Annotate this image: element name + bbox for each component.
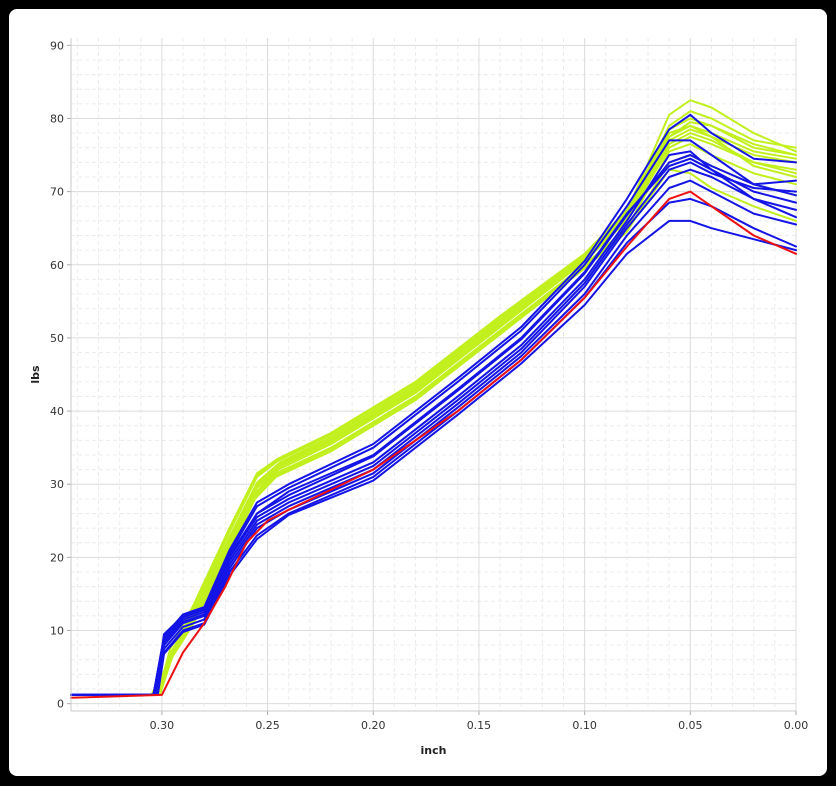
- y-axis: 0 10 20 30 40 50 60 70 80 90: [50, 38, 72, 711]
- series-line-group_a-5: [70, 99, 797, 696]
- y-tick-label: 50: [50, 332, 64, 345]
- y-tick-label: 90: [50, 39, 64, 52]
- series-line-group_b-20: [70, 161, 797, 696]
- x-tick-label: 0.30: [150, 719, 175, 732]
- y-tick-label: 30: [50, 478, 64, 491]
- series-line-group_a-7: [70, 128, 797, 696]
- x-tick-label: 0.20: [361, 719, 386, 732]
- series-line-group_b-19: [70, 113, 797, 696]
- x-axis: 0.30 0.25 0.20 0.15 0.10 0.05 0.00: [71, 710, 809, 732]
- series-line-group_a-10: [70, 168, 797, 696]
- series-line-highlight-22: [70, 190, 797, 699]
- y-tick-label: 60: [50, 259, 64, 272]
- x-tick-label: 0.25: [255, 719, 280, 732]
- y-tick-label: 10: [50, 625, 64, 638]
- y-axis-title: lbs: [29, 365, 42, 384]
- series-line-group_b-18: [70, 139, 797, 696]
- y-tick-label: 20: [50, 551, 64, 564]
- major-gridlines: [71, 38, 797, 711]
- chart-card: 0.30 0.25 0.20 0.15 0.10 0.05 0.00 0 10 20 30 40 50…: [9, 9, 827, 776]
- x-tick-label: 0.00: [784, 719, 809, 732]
- y-tick-label: 40: [50, 405, 64, 418]
- series-line-group_b-14: [70, 150, 797, 696]
- series-layer: [70, 99, 797, 699]
- series-line-group_a-9: [70, 117, 797, 696]
- series-line-group_b-17: [70, 219, 797, 696]
- y-tick-label: 70: [50, 186, 64, 199]
- x-axis-title: inch: [421, 744, 447, 757]
- y-tick-label: 0: [57, 698, 64, 711]
- x-tick-label: 0.10: [572, 719, 597, 732]
- series-line-group_a-2: [70, 132, 797, 696]
- minor-gridlines: [71, 38, 796, 711]
- x-tick-label: 0.15: [467, 719, 492, 732]
- chart-plot: 0.30 0.25 0.20 0.15 0.10 0.05 0.00 0 10 20 30 40 50…: [29, 38, 809, 757]
- y-tick-label: 80: [50, 112, 64, 125]
- series-line-group_b-21: [70, 154, 797, 696]
- x-tick-label: 0.05: [678, 719, 703, 732]
